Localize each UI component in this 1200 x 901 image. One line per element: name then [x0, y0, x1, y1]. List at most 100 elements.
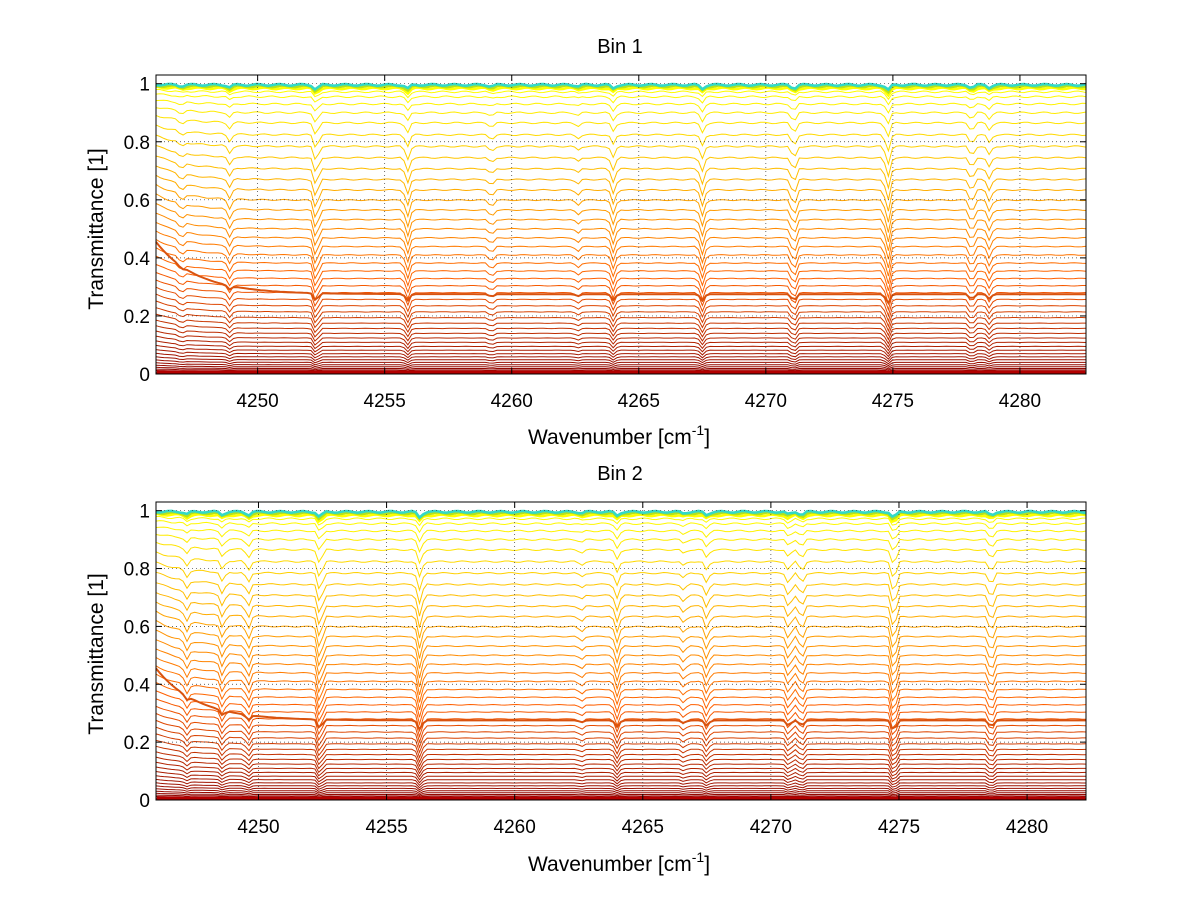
x-tick-label: 4275 [878, 817, 920, 838]
series-line [155, 344, 1087, 358]
series-line [155, 515, 1087, 527]
x-tick-label: 4280 [1006, 817, 1048, 838]
series-line [155, 534, 1086, 554]
series-line [155, 362, 1086, 368]
series-line [155, 352, 1087, 363]
series-line [155, 794, 1086, 798]
series-line [155, 93, 1087, 106]
series-line [155, 313, 1086, 337]
y-tick-label: 0.2 [124, 307, 150, 328]
series-line [155, 364, 1086, 370]
series-line [155, 335, 1087, 352]
y-tick-label: 1 [139, 75, 150, 96]
series-line [155, 134, 1087, 166]
series-line [155, 368, 1086, 372]
series-line [155, 751, 1087, 771]
series-line [155, 665, 1087, 703]
series-line [155, 300, 1087, 328]
subplot-title: Bin 1 [597, 36, 643, 58]
y-tick-label: 0.8 [124, 133, 150, 154]
series-line [155, 356, 1086, 365]
axes-box [155, 501, 1087, 801]
y-tick-label: 0 [139, 791, 150, 812]
series-line [155, 319, 1087, 341]
baseline-band [157, 796, 1085, 800]
series-line [155, 719, 1087, 749]
y-tick-label: 0.4 [124, 675, 151, 696]
series-line [155, 174, 1087, 212]
series-line-highlight [155, 241, 1086, 306]
series-line [155, 601, 1087, 639]
series-line [155, 82, 1087, 92]
x-tick-label: 4275 [872, 391, 914, 412]
series-line [155, 264, 1087, 300]
series-line [155, 230, 1087, 269]
subplot-bin-2: Bin 2 4250 4255 4260 4265 4270 4275 4280 0 0.2 0.… [85, 463, 1087, 876]
series-line [155, 203, 1087, 243]
series-line [155, 114, 1087, 138]
y-tick-label: 0.4 [124, 249, 151, 270]
x-tick-label: 4255 [364, 391, 406, 412]
series-line [155, 541, 1087, 565]
series-line [155, 790, 1086, 796]
series-line [155, 756, 1087, 775]
y-tick-label: 0.6 [124, 617, 150, 638]
series-group [155, 82, 1087, 374]
series-line [155, 792, 1086, 797]
series-group [155, 509, 1087, 800]
series-line [155, 561, 1086, 592]
series-line [155, 571, 1087, 606]
series-line [155, 247, 1087, 284]
series-line [155, 726, 1086, 754]
x-tick-label: 4260 [494, 817, 536, 838]
series-line [155, 155, 1087, 190]
series-line [155, 272, 1086, 306]
series-line [155, 775, 1086, 787]
series-line [155, 340, 1087, 355]
x-tick-label: 4250 [237, 817, 279, 838]
series-line [155, 778, 1086, 789]
series-line [155, 761, 1086, 778]
series-line [155, 673, 1087, 711]
series-line [155, 745, 1086, 768]
series-line [155, 766, 1087, 781]
x-tick-label: 4265 [618, 391, 660, 412]
series-line [155, 629, 1087, 669]
subplot-title: Bin 2 [597, 463, 643, 485]
series-line [155, 582, 1087, 617]
x-axis-label: Wavenumber [cm-1] [528, 849, 710, 876]
series-line [155, 107, 1087, 125]
y-tick-label: 0.2 [124, 733, 150, 754]
series-line [155, 286, 1087, 318]
series-line [155, 359, 1086, 367]
y-tick-label: 0.8 [124, 560, 150, 581]
series-line [156, 89, 1087, 101]
series-line [155, 183, 1087, 223]
axis-ticks: 4250 4255 4260 4265 4270 4275 4280 0 0.2 0.4 0.6 0.… [124, 75, 1086, 412]
series-line [155, 610, 1087, 649]
y-tick-label: 0 [139, 365, 150, 386]
series-line [155, 293, 1086, 323]
series-line [155, 619, 1087, 659]
series-line-highlight [155, 667, 1086, 732]
series-line [155, 657, 1087, 696]
y-axis-label: Transmittance [1] [85, 573, 108, 734]
y-axis-label: Transmittance [1] [85, 148, 108, 309]
x-tick-label: 4265 [622, 817, 664, 838]
series-line [155, 255, 1087, 291]
series-line [155, 307, 1087, 333]
series-line [155, 193, 1087, 233]
series-line [155, 520, 1087, 534]
subplot-bin-1: Bin 1 4250 4255 4260 4265 4270 4275 4280 0 0.2 0.… [85, 36, 1087, 449]
series-line [155, 325, 1087, 345]
x-tick-label: 4250 [236, 391, 278, 412]
series-line [155, 526, 1087, 543]
x-tick-label: 4260 [491, 391, 533, 412]
series-line [155, 99, 1087, 114]
series-line [155, 145, 1087, 179]
series-line [155, 682, 1087, 718]
series-line [155, 330, 1086, 349]
series-line [155, 782, 1086, 791]
series-line [155, 698, 1087, 733]
